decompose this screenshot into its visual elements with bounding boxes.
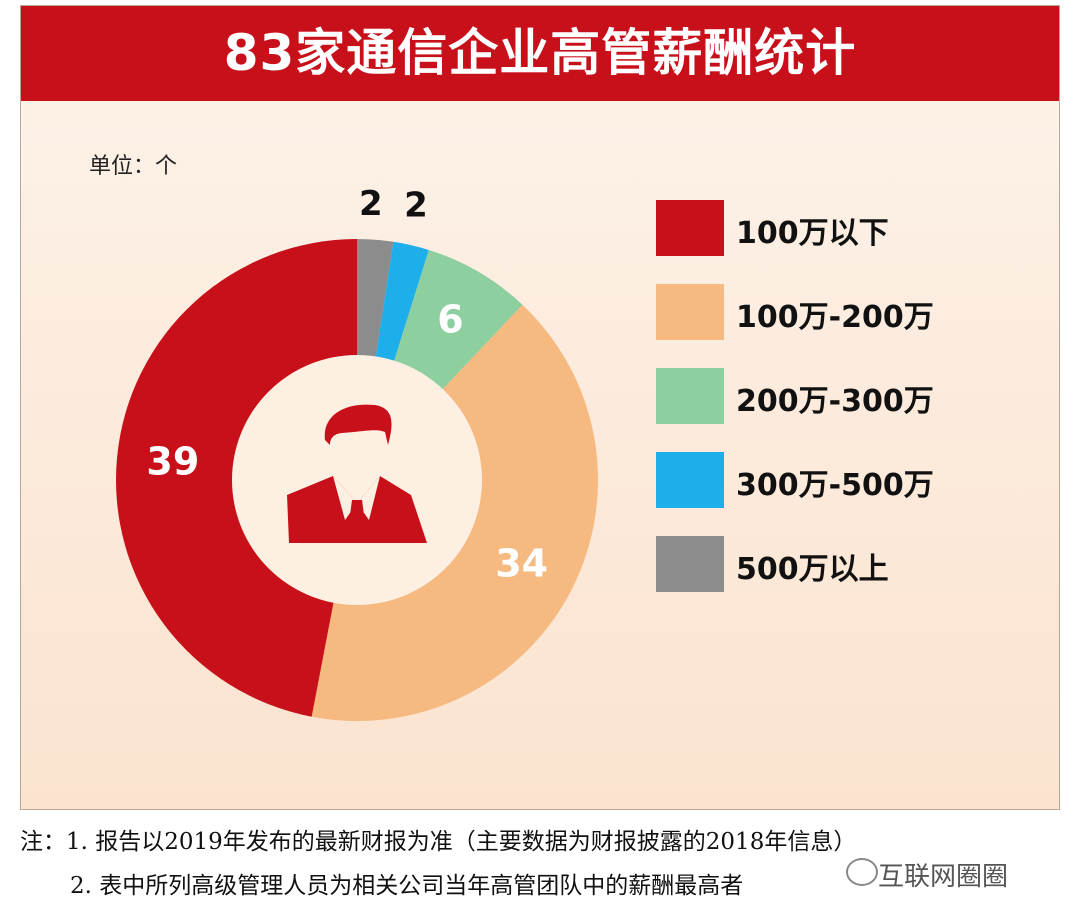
legend-swatch (656, 452, 724, 508)
unit-label: 单位：个 (89, 154, 178, 179)
legend-swatch (656, 536, 724, 592)
watermark-text: 互联网圈圈 (878, 862, 1009, 892)
legend-label: 200万-300万 (736, 384, 934, 419)
legend-label: 100万-200万 (736, 300, 934, 335)
data-label-500万以上: 2 (359, 184, 383, 224)
data-label-100万以下: 39 (146, 440, 199, 484)
wechat-icon (846, 858, 878, 886)
legend-label: 500万以上 (736, 552, 889, 587)
legend-swatch (656, 368, 724, 424)
data-label-200万-300万: 6 (437, 297, 463, 341)
data-label-300万-500万: 2 (404, 186, 428, 226)
legend-swatch (656, 200, 724, 256)
businessman-icon (287, 404, 427, 543)
footnote-1: 注：1. 报告以2019年发布的最新财报为准（主要数据为财报披露的2018年信息… (20, 829, 857, 855)
legend-swatch (656, 284, 724, 340)
chart-title: 83家通信企业高管薪酬统计 (21, 6, 1059, 101)
legend-label: 100万以下 (736, 216, 889, 251)
footnote-2: 2. 表中所列高级管理人员为相关公司当年高管团队中的薪酬最高者 (70, 873, 744, 899)
data-label-100万-200万: 34 (495, 541, 548, 585)
legend-label: 300万-500万 (736, 468, 934, 503)
donut-hole (232, 355, 482, 605)
